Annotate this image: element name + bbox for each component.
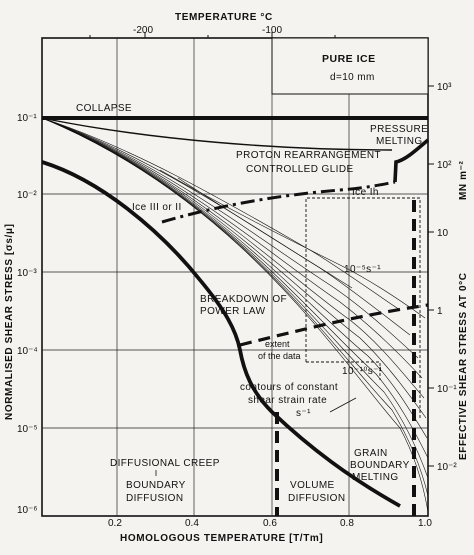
right-axis-title: EFFECTIVE SHEAR STRESS AT 0°C — [458, 272, 469, 460]
right-tick-1: 10³ — [437, 82, 452, 93]
right-axis-unit: MN m⁻² — [458, 161, 469, 200]
right-tick-5: 10⁻¹ — [437, 384, 457, 395]
right-tick-3: 10 — [437, 228, 449, 239]
extent-label-2: of the data — [258, 351, 301, 361]
contours-label-1: contours of constant — [240, 382, 338, 393]
bottom-tick-0-4: 0.4 — [185, 518, 199, 529]
bottom-tick-0-8: 0.8 — [340, 518, 354, 529]
contours-label-2: shear strain rate — [248, 395, 327, 406]
diffusional-creep-label: DIFFUSIONAL CREEP — [110, 458, 220, 469]
ice-iii-label: Ice III or II — [132, 202, 182, 213]
rate-lower-label: 10⁻¹⁰s⁻¹ — [342, 366, 383, 377]
diffusion-powerlaw-boundary — [41, 160, 401, 508]
grain-melting-label-3: MELTING — [352, 472, 399, 483]
top-axis-title: TEMPERATURE °C — [175, 12, 273, 23]
top-tick-minus100: -100 — [262, 25, 282, 36]
left-axis-title: NORMALISED SHEAR STRESS [σs/μ] — [4, 223, 15, 420]
left-tick-1: 10⁻¹ — [17, 113, 37, 124]
volume-diffusion-label-1: VOLUME — [290, 480, 335, 491]
boundary-diffusion-label-2: DIFFUSION — [126, 493, 184, 504]
plot-frame — [41, 37, 429, 517]
ice-ih-label: Ice Ih — [352, 187, 379, 198]
ice-phase-boundary — [161, 180, 396, 224]
extent-label-1: extent — [265, 339, 290, 349]
right-tick-2: 10² — [437, 160, 452, 171]
proton-label-1: PROTON REARRANGEMENT — [236, 150, 381, 161]
strain-rate-contours — [41, 117, 429, 513]
contours-label-3: s⁻¹ — [296, 408, 311, 419]
right-tick-6: 10⁻² — [437, 462, 457, 473]
grain-melting-label-1: GRAIN — [354, 448, 388, 459]
legend-grain-size: d=10 mm — [330, 72, 375, 83]
bottom-tick-1-0: 1.0 — [418, 518, 432, 529]
glide-powerlaw-boundary — [41, 117, 393, 151]
pressure-melting-boundary — [393, 138, 430, 183]
breakdown-label-1: BREAKDOWN OF — [200, 294, 287, 305]
left-tick-6: 10⁻⁶ — [17, 505, 38, 516]
pressure-melting-label-1: PRESSURE — [370, 124, 428, 135]
left-tick-4: 10⁻⁴ — [17, 346, 38, 357]
top-axis-ticks — [89, 32, 336, 38]
legend-box — [271, 37, 429, 95]
bottom-axis-title: HOMOLOGOUS TEMPERATURE [T/Tm] — [120, 533, 323, 544]
left-tick-3: 10⁻³ — [17, 268, 37, 279]
left-tick-5: 10⁻⁵ — [17, 424, 38, 435]
right-axis-ticks — [428, 85, 434, 467]
top-tick-minus200: -200 — [133, 25, 153, 36]
proton-label-2: CONTROLLED GLIDE — [246, 164, 354, 175]
breakdown-power-law-boundary — [239, 303, 429, 347]
right-tick-4: 1 — [437, 306, 443, 317]
extent-of-data-box — [305, 197, 421, 420]
contours-arrow — [329, 397, 357, 413]
bottom-tick-0-2: 0.2 — [108, 518, 122, 529]
pressure-melting-label-2: MELTING — [376, 136, 423, 147]
rate-upper-label: 10⁻⁵s⁻¹ — [344, 264, 381, 275]
grain-melting-label-2: BOUNDARY — [350, 460, 410, 471]
bottom-tick-0-6: 0.6 — [263, 518, 277, 529]
collapse-label: COLLAPSE — [76, 103, 132, 114]
volume-diffusion-label-2: DIFFUSION — [288, 493, 346, 504]
boundary-diffusion-label-1: BOUNDARY — [126, 480, 186, 491]
breakdown-label-2: POWER LAW — [200, 306, 266, 317]
legend-title: PURE ICE — [322, 53, 376, 65]
left-tick-2: 10⁻² — [17, 190, 37, 201]
